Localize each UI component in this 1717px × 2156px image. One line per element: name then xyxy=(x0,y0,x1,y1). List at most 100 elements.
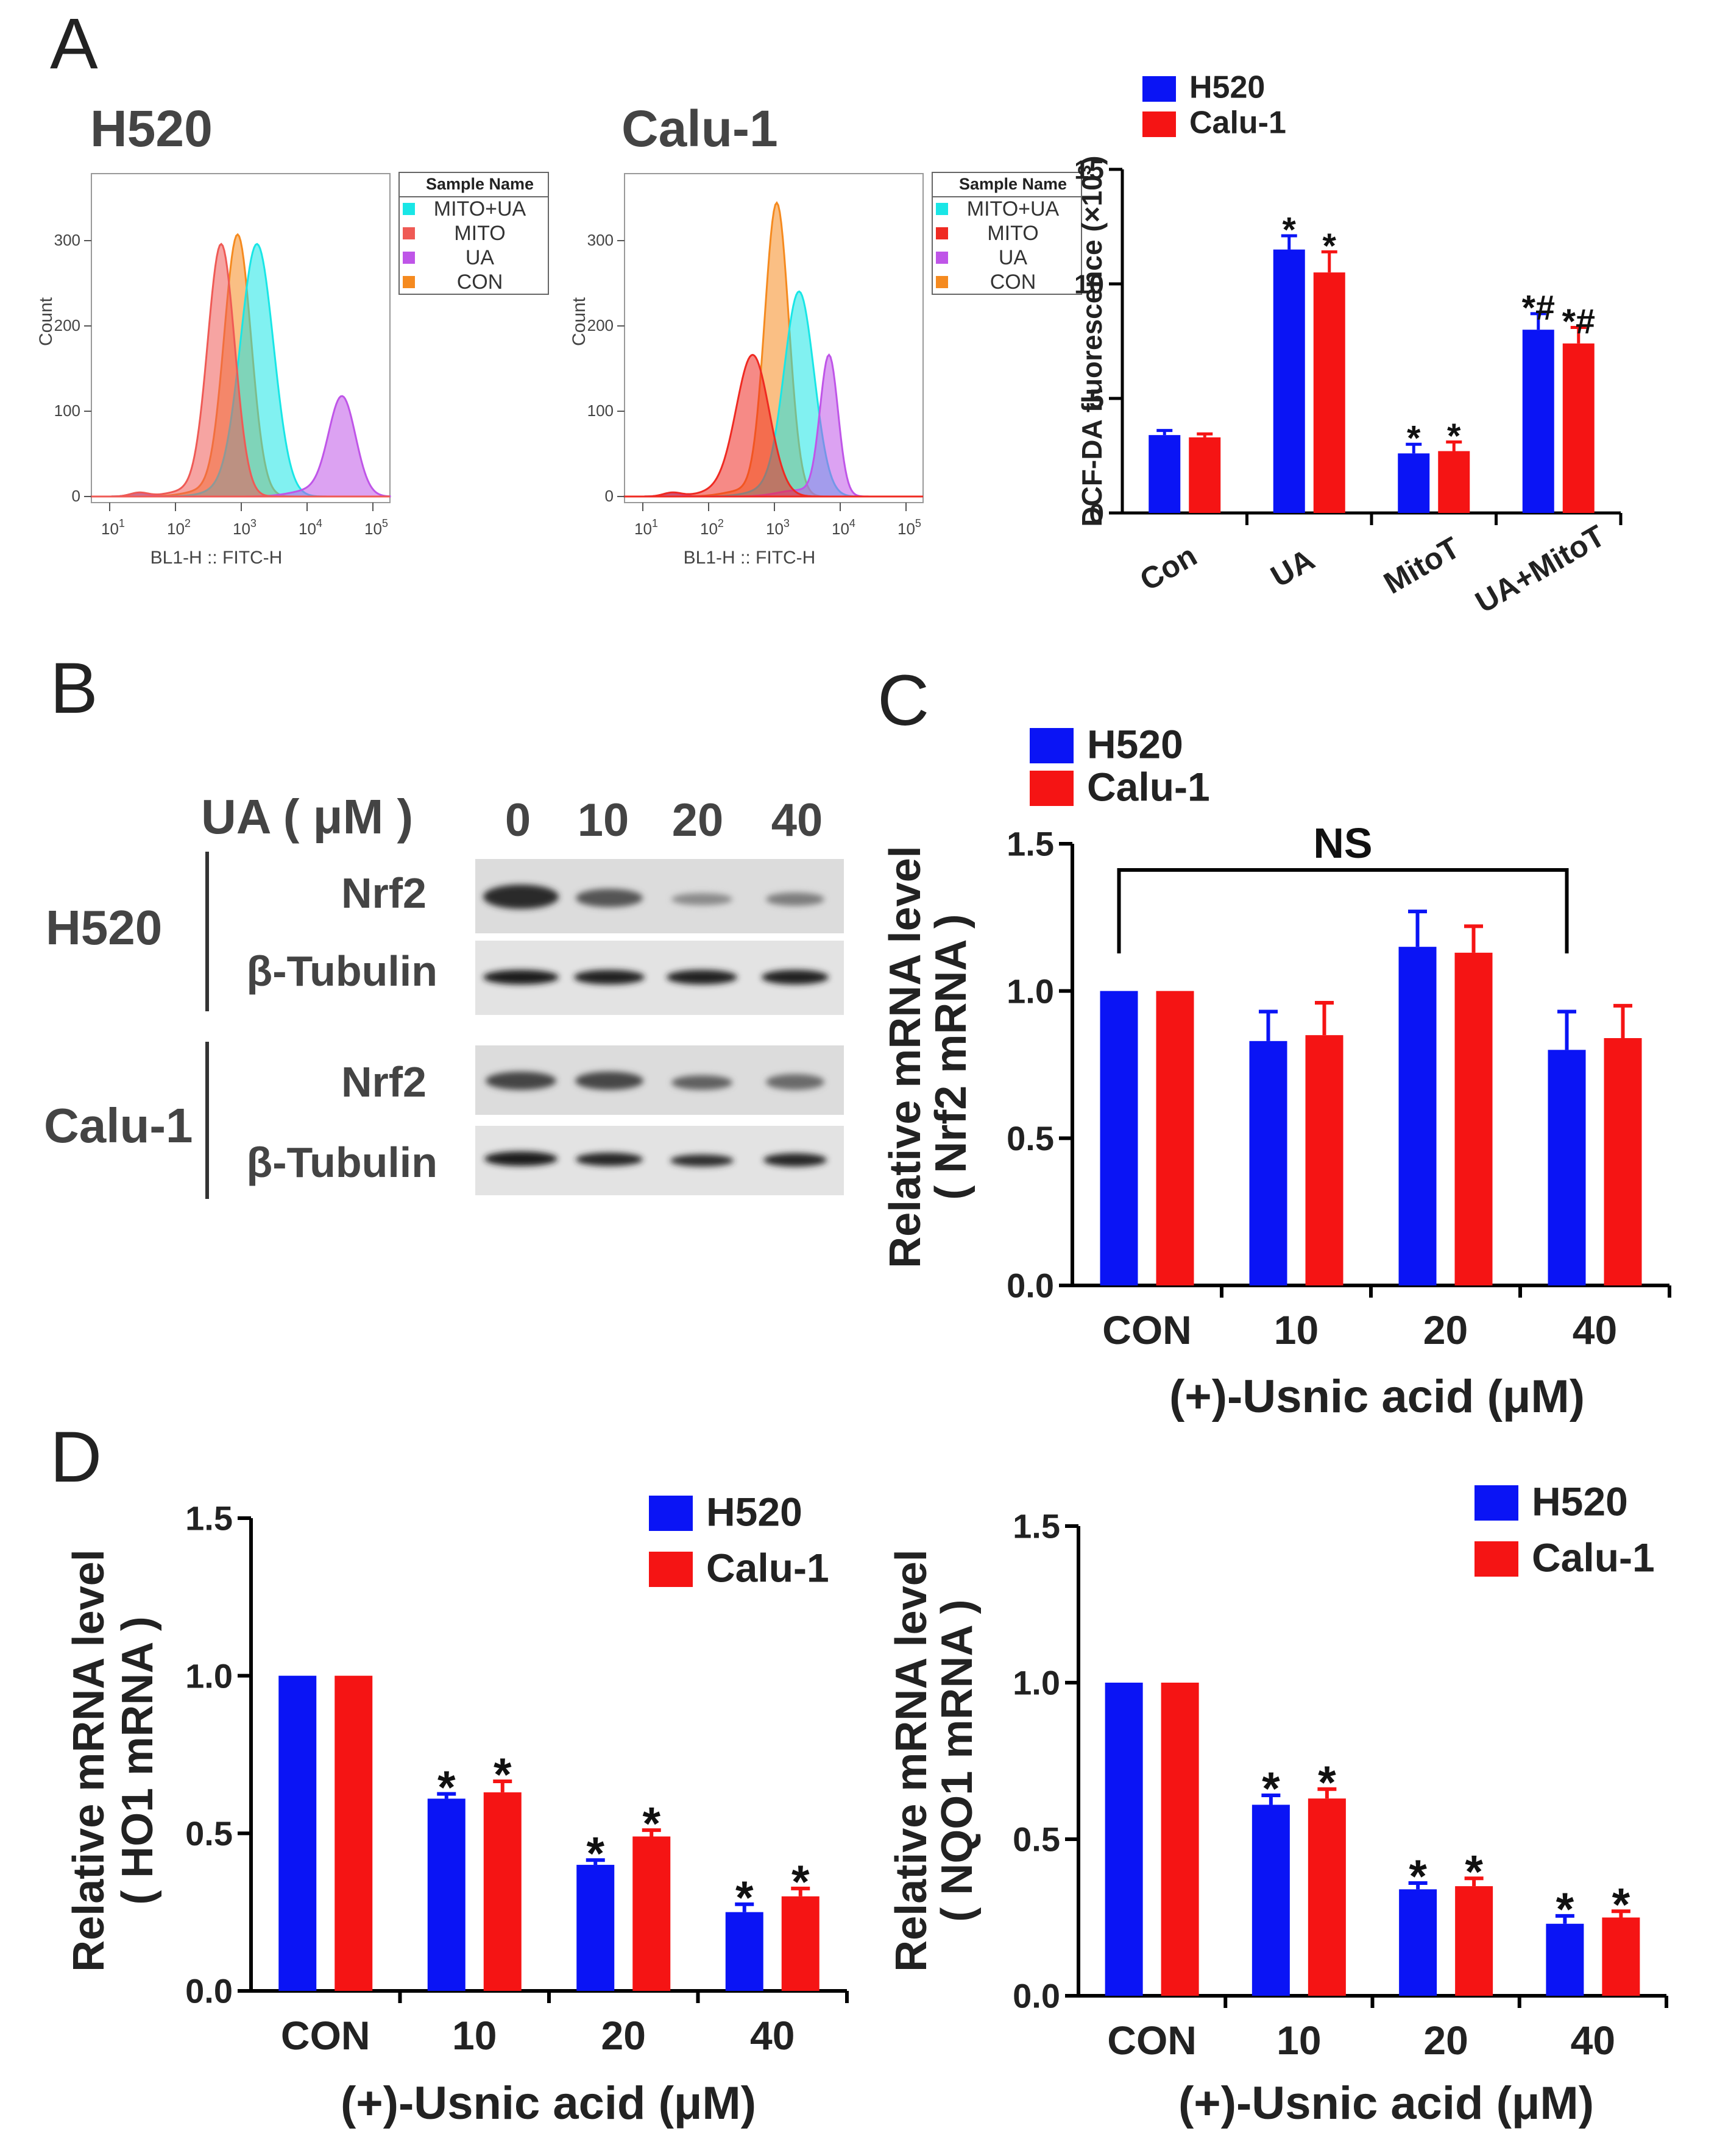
dose-label: 40 xyxy=(771,794,823,846)
bar-chart-dcfda: 0 5 10 15 * * *# * * *# Con UA MitoT UA+MitoT H520Calu… xyxy=(1074,70,1623,620)
y-tick-label: 100 xyxy=(587,401,614,420)
panel-letter-a: A xyxy=(50,4,98,84)
blot-band xyxy=(574,970,645,984)
x-category-label: 40 xyxy=(1571,2018,1615,2063)
legend-swatch xyxy=(649,1496,693,1531)
significance-mark: * xyxy=(437,1762,456,1814)
y-tick-label: 200 xyxy=(587,316,614,334)
y-axis-title: Relative mRNA level xyxy=(881,846,930,1268)
y-tick-label: 200 xyxy=(54,316,80,334)
x-category-label: CON xyxy=(1102,1307,1192,1352)
legend-label: Calu-1 xyxy=(1087,764,1210,809)
bar xyxy=(725,1912,763,1991)
x-tick-label: 103 xyxy=(233,517,257,538)
significance-mark: * xyxy=(642,1798,660,1850)
significance-mark: * xyxy=(735,1872,754,1924)
blot-band xyxy=(483,970,559,984)
legend-label: MITO+UA xyxy=(967,197,1060,221)
x-category-label: 20 xyxy=(601,2013,646,2058)
legend-label: MITO xyxy=(454,222,505,245)
y-tick-label: 0.0 xyxy=(1013,1977,1060,2015)
significance-mark: * xyxy=(1262,1763,1280,1815)
bar xyxy=(1156,991,1194,1285)
bar xyxy=(1189,437,1221,513)
bar xyxy=(1305,1035,1344,1285)
band-label-nrf2: Nrf2 xyxy=(341,869,427,917)
x-category-label: 10 xyxy=(1276,2018,1321,2063)
y-tick-label: 0.5 xyxy=(185,1814,233,1853)
legend-swatch xyxy=(403,227,415,239)
x-category-label: 20 xyxy=(1423,1307,1468,1352)
bar xyxy=(1308,1798,1346,1996)
bar xyxy=(1313,272,1345,513)
bar xyxy=(1398,453,1430,513)
bar xyxy=(1105,1683,1143,1996)
dose-label: 10 xyxy=(578,794,629,846)
x-tick-label: 105 xyxy=(897,517,921,538)
blot-band xyxy=(486,1072,556,1090)
legend-label: CON xyxy=(990,270,1036,294)
legend-label: Calu-1 xyxy=(1532,1535,1655,1580)
bar-chart-ho1: 0.0 0.5 1.0 1.5 * * * * * * CON 10 20 40 H520 Calu-1 Rel… xyxy=(65,1489,849,2129)
legend-swatch xyxy=(936,252,948,264)
legend-swatch xyxy=(1030,771,1074,806)
panel-letter-c: C xyxy=(877,660,929,741)
western-blot: UA ( μM ) 0 10 20 40 H520 Calu-1 Nrf2 β-… xyxy=(44,790,844,1199)
legend-swatch xyxy=(936,276,948,288)
blot-band xyxy=(766,892,824,906)
blot-band xyxy=(670,1154,734,1167)
y-axis-subtitle: ( HO1 mRNA ) xyxy=(113,1616,162,1904)
y-tick-label: 300 xyxy=(54,231,80,249)
cell-line-label-calu1: Calu-1 xyxy=(44,1098,193,1153)
bar xyxy=(1455,1886,1493,1996)
legend-swatch xyxy=(649,1552,693,1587)
blot-band xyxy=(576,889,643,907)
dose-label: 0 xyxy=(505,794,531,846)
x-tick-label: 104 xyxy=(299,517,322,538)
legend-box xyxy=(398,172,549,295)
x-category-label: 20 xyxy=(1423,2018,1468,2063)
bar xyxy=(781,1896,820,1991)
x-category-label: UA+MitoT xyxy=(1470,518,1610,620)
blot-band xyxy=(762,970,829,984)
legend-label: CON xyxy=(457,270,503,294)
bar xyxy=(1522,330,1554,513)
blot-band xyxy=(576,1153,643,1166)
y-tick-label: 1.5 xyxy=(1007,825,1054,863)
x-axis-title: (+)-Usnic acid (μM) xyxy=(1169,1371,1585,1423)
x-tick-label: 102 xyxy=(700,517,724,538)
ns-bracket xyxy=(1117,868,1569,953)
bar xyxy=(1249,1041,1287,1285)
bar xyxy=(483,1792,522,1991)
x-tick-label: 101 xyxy=(634,517,658,538)
cell-line-label-h520: H520 xyxy=(46,900,162,955)
significance-mark: * xyxy=(494,1749,512,1801)
histogram-curve xyxy=(625,353,923,498)
x-category-label: 10 xyxy=(452,2013,497,2058)
bar xyxy=(1161,1683,1199,1996)
x-category-label: CON xyxy=(1107,2018,1197,2063)
legend-swatch xyxy=(1142,76,1176,102)
blot-band xyxy=(667,970,737,984)
bar xyxy=(1602,1917,1640,1996)
significance-mark: * xyxy=(791,1856,810,1908)
legend-label: MITO+UA xyxy=(434,197,526,221)
legend-swatch xyxy=(1474,1541,1518,1577)
significance-mark: *# xyxy=(1522,288,1555,327)
significance-mark: * xyxy=(1318,1757,1336,1809)
bar-chart-nqo1: 0.0 0.5 1.0 1.5 * * * * * * CON 10 20 40 H520 Calu-1 Rel… xyxy=(887,1479,1668,2129)
legend-header: Sample Name xyxy=(959,175,1067,193)
x-category-label: CON xyxy=(281,2013,370,2058)
significance-mark: *# xyxy=(1562,302,1595,341)
x-tick-label: 103 xyxy=(766,517,790,538)
y-tick-label: 1.0 xyxy=(1007,972,1054,1010)
significance-mark: * xyxy=(1407,419,1421,458)
legend-label: MITO xyxy=(987,222,1038,245)
blot-band xyxy=(575,1072,643,1090)
flow-histogram-h520: H520 0 100 200 300 Count 101 102 103 104 105 BL1-H … xyxy=(36,100,549,568)
legend-label: H520 xyxy=(1087,721,1183,766)
y-tick-label: 10 xyxy=(1074,269,1104,299)
x-category-label: MitoT xyxy=(1378,531,1465,601)
y-tick-label: 0 xyxy=(72,487,80,505)
